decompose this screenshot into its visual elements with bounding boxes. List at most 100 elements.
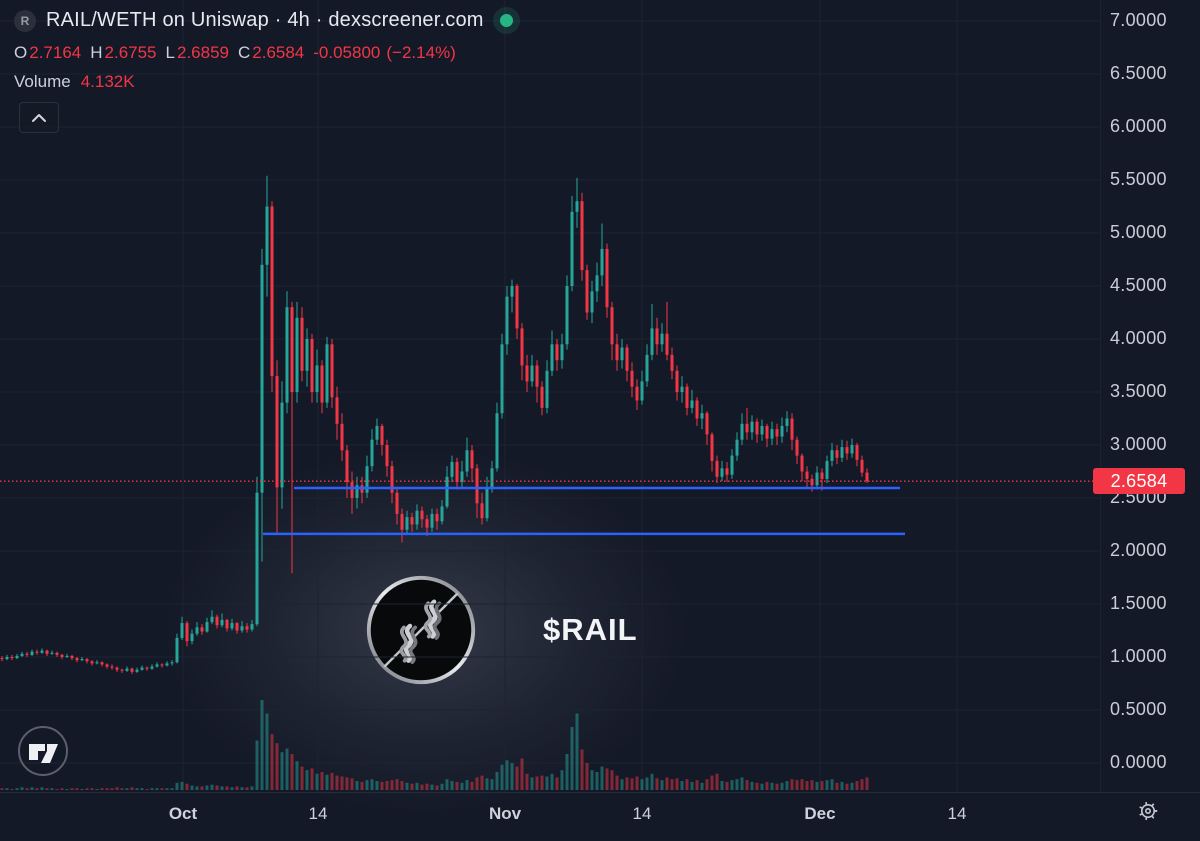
volume-bar — [450, 781, 454, 790]
volume-bar — [375, 781, 379, 790]
volume-bar — [825, 780, 829, 790]
candle-body — [215, 616, 219, 626]
tradingview-logo[interactable] — [17, 725, 69, 782]
candle-body — [715, 460, 719, 477]
volume-bar — [250, 786, 254, 790]
volume-bar — [60, 788, 64, 790]
candle-body — [615, 344, 619, 361]
volume-bar — [490, 779, 494, 790]
candle-body — [765, 425, 769, 439]
candle-body — [545, 370, 549, 408]
candle-body — [650, 328, 654, 355]
volume-bar — [570, 727, 574, 790]
volume-bar — [150, 788, 154, 790]
volume-bar — [350, 778, 354, 790]
volume-bar — [580, 749, 584, 790]
volume-bar — [325, 774, 329, 790]
candle-body — [415, 510, 419, 525]
open-label: O — [14, 43, 28, 62]
time-axis-label: 14 — [947, 804, 967, 823]
volume-bar — [820, 781, 824, 790]
candle-body — [815, 472, 819, 486]
volume-bar — [655, 778, 659, 790]
time-axis[interactable]: Oct 14 Nov 14 Dec 14 — [0, 792, 1200, 841]
candle-body — [735, 439, 739, 456]
volume-bar — [795, 780, 799, 790]
last-price-badge: 2.6584 — [1093, 468, 1185, 494]
candle-body — [395, 492, 399, 514]
candle-body — [0, 658, 4, 660]
candle-body — [365, 466, 369, 493]
gear-tooth — [1145, 801, 1148, 806]
candle-body — [295, 317, 299, 392]
volume-bar — [310, 768, 314, 790]
volume-bar — [305, 770, 309, 790]
candle-body — [70, 655, 74, 659]
candle-body — [130, 668, 134, 672]
candle-body — [155, 664, 159, 667]
candle-body — [570, 211, 574, 286]
candle-body — [410, 517, 414, 525]
candle-body — [510, 286, 514, 297]
candle-body — [480, 503, 484, 519]
volume-bar — [785, 781, 789, 790]
volume-bar — [475, 777, 479, 790]
volume-bar — [210, 784, 214, 790]
price-axis[interactable]: 7.0000 6.5000 6.0000 5.5000 5.0000 4.5000 4.00… — [1093, 0, 1200, 792]
volume-bar — [170, 788, 174, 790]
candle-body — [405, 517, 409, 530]
chart-title[interactable]: RAIL/WETH on Uniswap · 4h · dexscreener.… — [46, 9, 484, 31]
volume-bar — [320, 772, 324, 790]
price-chart[interactable] — [0, 0, 1100, 792]
chevron-up-icon — [32, 113, 46, 122]
candle-body — [595, 275, 599, 292]
volume-bar — [455, 781, 459, 790]
candle-body — [50, 652, 54, 654]
volume-bar — [120, 788, 124, 790]
candle-body — [240, 626, 244, 631]
volume-bar — [670, 779, 674, 790]
candle-body — [775, 429, 779, 437]
volume-bar — [205, 785, 209, 790]
candle-body — [145, 667, 149, 669]
volume-label[interactable]: Volume — [14, 72, 71, 91]
volume-bar — [815, 781, 819, 790]
candle-body — [105, 664, 109, 667]
candle-body — [30, 651, 34, 655]
volume-value: 4.132K — [80, 72, 135, 91]
chart-pane[interactable]: $RAIL R RAIL/WETH on Uniswap · 4h · dexs… — [0, 0, 1100, 815]
volume-bar — [290, 754, 294, 790]
volume-bar — [240, 787, 244, 790]
change-value: -0.05800 — [313, 43, 381, 62]
volume-bar — [585, 763, 589, 790]
candle-body — [5, 657, 9, 660]
volume-bar — [225, 786, 229, 790]
candle-body — [320, 365, 324, 403]
collapse-legend-button[interactable] — [19, 102, 59, 133]
volume-bar — [690, 781, 694, 790]
gear-tooth — [1151, 815, 1155, 819]
candle-body — [335, 397, 339, 424]
volume-bar — [15, 788, 19, 790]
volume-bar — [560, 770, 564, 790]
volume-bar — [705, 779, 709, 790]
candle-body — [745, 423, 749, 433]
candle-body — [455, 461, 459, 483]
volume-bar — [50, 788, 54, 790]
volume-bar — [85, 788, 89, 790]
volume-bar — [370, 779, 374, 790]
open-value: 2.7164 — [29, 43, 82, 62]
volume-bar — [680, 781, 684, 790]
volume-bar — [390, 780, 394, 790]
candle-body — [855, 445, 859, 460]
volume-bar — [515, 766, 519, 790]
axis-settings-gear-icon[interactable] — [1135, 798, 1161, 824]
volume-bar — [545, 776, 549, 790]
volume-bar — [840, 781, 844, 790]
volume-bar — [590, 770, 594, 790]
candle-body — [575, 201, 579, 212]
candle-body — [675, 370, 679, 392]
volume-bar — [30, 787, 34, 790]
volume-bar — [165, 788, 169, 790]
candle-body — [475, 468, 479, 504]
